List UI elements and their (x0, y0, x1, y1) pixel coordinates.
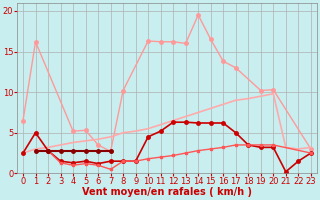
X-axis label: Vent moyen/en rafales ( km/h ): Vent moyen/en rafales ( km/h ) (82, 187, 252, 197)
